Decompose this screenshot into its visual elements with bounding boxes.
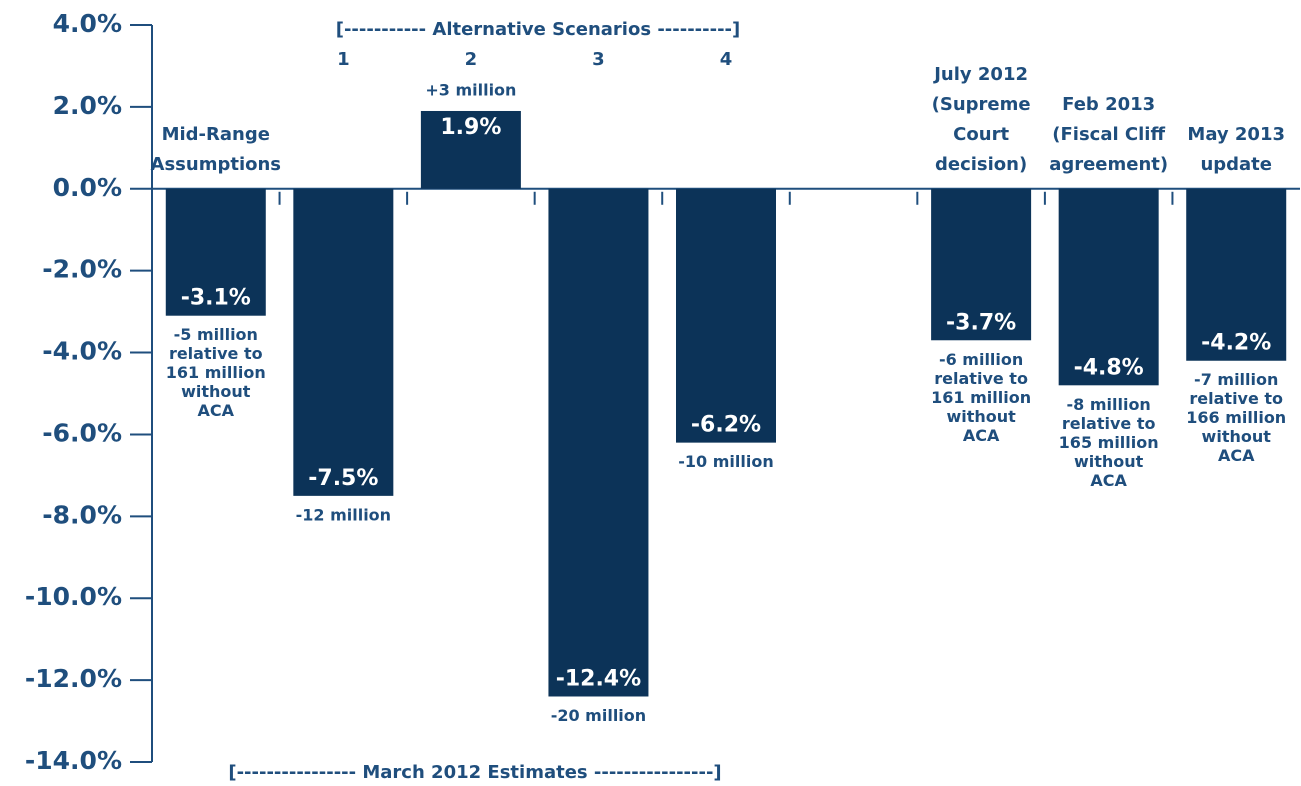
note: -8 million [1066,395,1150,414]
note: ACA [963,426,1000,445]
category-label: Feb 2013 [1062,94,1155,115]
note: -6 million [939,350,1023,369]
y-tick-label: -10.0% [25,582,122,611]
note: relative to [1189,389,1283,408]
annotation: [----------- Alternative Scenarios -----… [336,19,741,40]
note: relative to [169,344,263,363]
note: 165 million [1059,433,1159,452]
value-label: -4.2% [1201,331,1271,356]
category-label: Court [953,124,1009,145]
note: 161 million [931,388,1031,407]
y-tick-label: -6.0% [42,418,122,447]
note: -20 million [551,706,646,725]
bar [548,188,649,697]
category-label: 1 [337,49,350,70]
y-tick-label: -4.0% [42,337,122,366]
category-label: July 2012 [932,64,1028,85]
note: ACA [1218,446,1255,465]
bar [1058,188,1159,386]
y-tick-label: 0.0% [53,173,122,202]
y-tick-label: 4.0% [53,9,122,38]
y-tick-label: 2.0% [53,91,122,120]
category-label: Assumptions [151,154,281,175]
note: 161 million [166,363,266,382]
note: -12 million [296,505,391,524]
y-tick-label: -12.0% [25,664,122,693]
note: without [946,407,1016,426]
bar [293,188,394,496]
bar [165,188,266,316]
note: ACA [1090,471,1127,490]
bar [931,188,1032,341]
bar [676,188,776,443]
note: without [181,382,251,401]
note: relative to [1062,414,1156,433]
category-label: May 2013 [1187,124,1285,145]
category-label: decision) [935,154,1027,175]
note: -7 million [1194,370,1278,389]
category-label: (Fiscal Cliff [1052,124,1165,145]
category-label: Mid-Range [162,124,270,145]
value-label: -12.4% [556,666,641,691]
note: -5 million [174,325,258,344]
value-label: 1.9% [440,115,501,140]
value-label: -3.7% [946,310,1016,335]
note: without [1074,452,1144,471]
category-label: 2 [465,49,478,70]
note: +3 million [425,80,516,99]
category-label: update [1200,154,1272,175]
value-label: -7.5% [308,466,378,491]
category-label: 3 [592,49,605,70]
note: without [1202,427,1272,446]
y-tick-label: -2.0% [42,255,122,284]
bar [420,110,521,189]
annotation: [---------------- March 2012 Estimates -… [228,762,721,783]
value-label: -3.1% [181,286,251,311]
value-label: -6.2% [691,413,761,438]
y-tick-label: -14.0% [25,746,122,775]
note: ACA [198,401,235,420]
note: 166 million [1186,408,1286,427]
note: relative to [934,369,1028,388]
category-label: agreement) [1049,154,1168,175]
y-tick-label: -8.0% [42,500,122,529]
note: -10 million [678,452,773,471]
bar [1186,188,1287,361]
category-label: (Supreme [932,94,1031,115]
value-label: -4.8% [1074,355,1144,380]
category-label: 4 [720,49,733,70]
